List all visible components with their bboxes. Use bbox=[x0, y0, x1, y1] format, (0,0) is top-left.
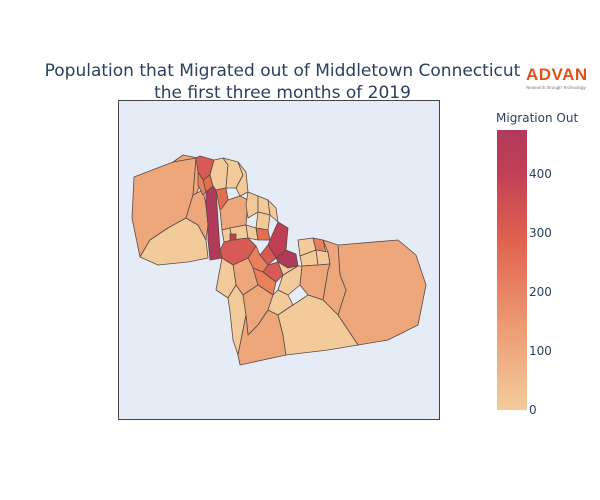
colorbar-title: Migration Out bbox=[496, 111, 579, 125]
chart-title-line-2: the first three months of 2019 bbox=[154, 83, 411, 103]
logo-tagline: Research through Technology bbox=[526, 85, 586, 90]
region-south-light-large bbox=[277, 294, 359, 356]
region-tall-dark-strip bbox=[205, 185, 223, 261]
region-south-orange-1 bbox=[252, 267, 277, 296]
region-south-light-2 bbox=[277, 261, 299, 276]
region-center-tiny bbox=[229, 233, 237, 241]
colorbar-tick-100: 100 bbox=[529, 344, 552, 358]
colorbar-tick-300: 300 bbox=[529, 226, 552, 240]
colorbar-gradient bbox=[497, 130, 527, 410]
choropleth-map[interactable] bbox=[118, 100, 440, 420]
region-ne-red-1 bbox=[255, 227, 271, 241]
region-north-small-b bbox=[197, 171, 207, 196]
advan-logo: ADVAN Research through Technology bbox=[526, 65, 596, 91]
region-ne-light-3 bbox=[255, 211, 271, 231]
logo-name: ADVAN bbox=[526, 65, 588, 84]
chart-title: Population that Migrated out of Middleto… bbox=[30, 60, 535, 104]
colorbar-tick-0: 0 bbox=[529, 403, 537, 417]
chart-title-line-1: Population that Migrated out of Middleto… bbox=[44, 61, 521, 81]
region-south-orange-2 bbox=[299, 263, 331, 301]
colorbar-tick-400: 400 bbox=[529, 167, 552, 181]
region-ne-light-1 bbox=[245, 191, 259, 219]
colorbar-tick-200: 200 bbox=[529, 285, 552, 299]
